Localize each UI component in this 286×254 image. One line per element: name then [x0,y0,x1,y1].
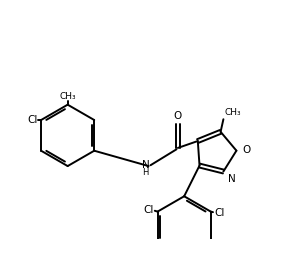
Text: CH₃: CH₃ [225,108,241,117]
Text: O: O [243,145,251,155]
Text: Cl: Cl [214,208,225,218]
Text: Cl: Cl [143,205,153,215]
Text: N: N [228,174,235,184]
Text: N: N [142,160,150,170]
Text: O: O [174,112,182,121]
Text: Cl: Cl [27,115,38,125]
Text: H: H [143,168,149,177]
Text: CH₃: CH₃ [59,92,76,101]
